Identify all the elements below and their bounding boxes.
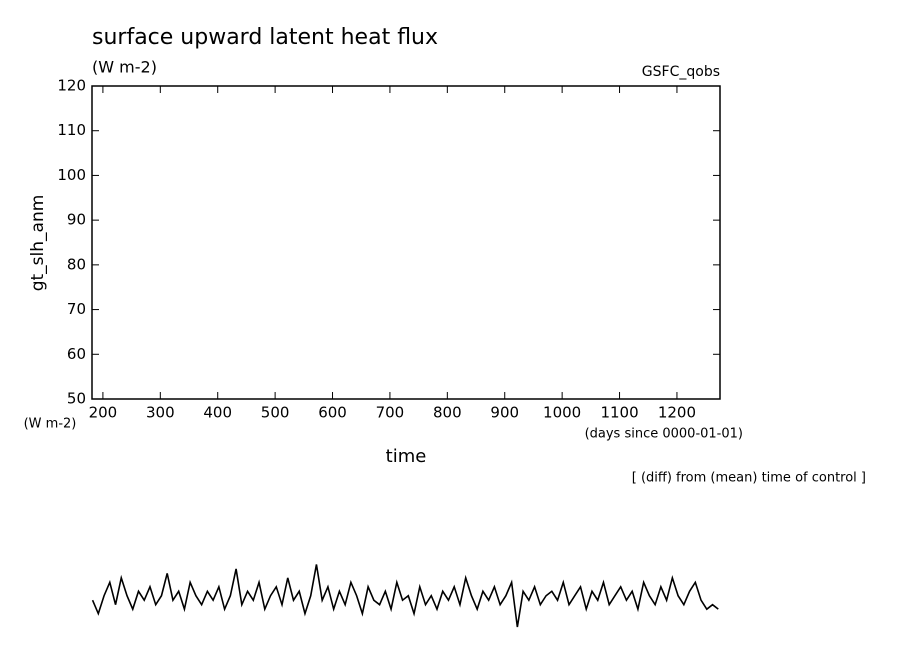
plot-frame	[91, 85, 721, 400]
x-tick-label: 500	[261, 404, 290, 422]
data-line	[91, 564, 719, 628]
annotation: [ (diff) from (mean) time of control ]	[632, 471, 866, 486]
x-tick-label: 700	[376, 404, 405, 422]
chart-title: surface upward latent heat flux	[92, 25, 438, 50]
y-tick-label: 60	[67, 345, 86, 363]
x-tick-label: 300	[146, 404, 175, 422]
y-tick-label: 50	[67, 390, 86, 408]
x-tick-label: 1100	[600, 404, 638, 422]
y-tick-label: 70	[67, 300, 86, 318]
x-tick-label: 900	[490, 404, 519, 422]
y-tick-label: 110	[57, 121, 86, 139]
x-tick-label: 800	[433, 404, 462, 422]
y-tick-label: 80	[67, 255, 86, 273]
y-unit: (W m-2)	[24, 417, 77, 432]
x-tick-label: 1000	[543, 404, 581, 422]
x-tick-label: 200	[89, 404, 118, 422]
x-tick-label: 600	[318, 404, 347, 422]
x-tick-label: 400	[203, 404, 232, 422]
y-tick-label: 100	[57, 166, 86, 184]
y-axis-label: gt_slh_anm	[28, 195, 48, 292]
x-unit: (days since 0000-01-01)	[585, 427, 743, 442]
source-label: GSFC_qobs	[642, 64, 720, 80]
y-tick-label: 90	[67, 211, 86, 229]
x-tick-label: 1200	[658, 404, 696, 422]
x-axis-label: time	[386, 446, 427, 467]
y-tick-label: 120	[57, 77, 86, 95]
chart-subtitle: (W m-2)	[92, 58, 157, 77]
